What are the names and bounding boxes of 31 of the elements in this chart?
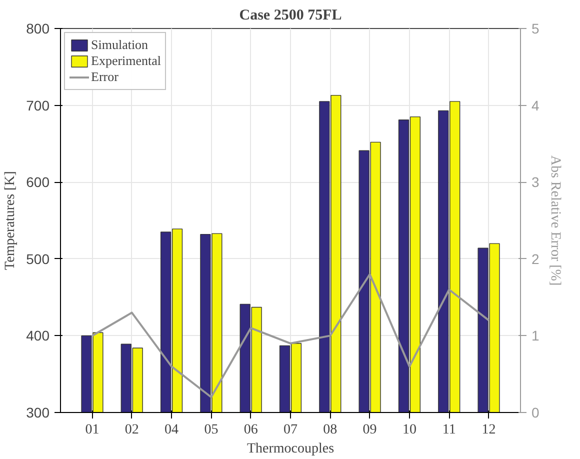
x-tick-label: 07 (284, 422, 298, 438)
y-tick-label: 700 (26, 97, 50, 114)
y-tick-label: 500 (26, 250, 50, 267)
x-tick-label: 10 (402, 422, 416, 438)
x-tick-label: 12 (482, 422, 496, 438)
line-series (91, 273, 490, 398)
x-axis-title: Thermocouples (246, 442, 334, 456)
x-tick-label: 08 (323, 422, 338, 438)
y-tick-label: 300 (26, 404, 50, 420)
y2-tick-label: 5 (532, 20, 540, 36)
x-tick-label: 06 (244, 422, 258, 438)
legend-label: Experimental (91, 53, 162, 69)
x-tick-label: 11 (442, 422, 456, 438)
y-axis-title: Temperatures [K] (3, 171, 18, 270)
y2-tick-label: 0 (532, 404, 540, 420)
y2-tick-label: 1 (532, 328, 540, 344)
y2-tick-label: 4 (532, 97, 540, 114)
x-tick-label: 04 (164, 422, 179, 438)
x-tick-label: 09 (362, 422, 377, 438)
y2-axis-title: Abs Relative Error [%] (547, 155, 562, 286)
y-tick-label: 600 (26, 174, 50, 190)
x-tick-label: 05 (204, 422, 218, 438)
y2-tick-label: 2 (532, 250, 540, 267)
x-tick-label: 02 (124, 422, 139, 438)
y-tick-label: 400 (26, 328, 50, 344)
y2-tick-label: 3 (532, 174, 540, 190)
x-tick-label: 01 (85, 422, 100, 438)
legend-label: Error (91, 69, 118, 85)
legend-label: Simulation (91, 37, 148, 53)
chart-title: Case 2500 75FL (239, 8, 342, 24)
y-tick-label: 800 (26, 20, 50, 36)
